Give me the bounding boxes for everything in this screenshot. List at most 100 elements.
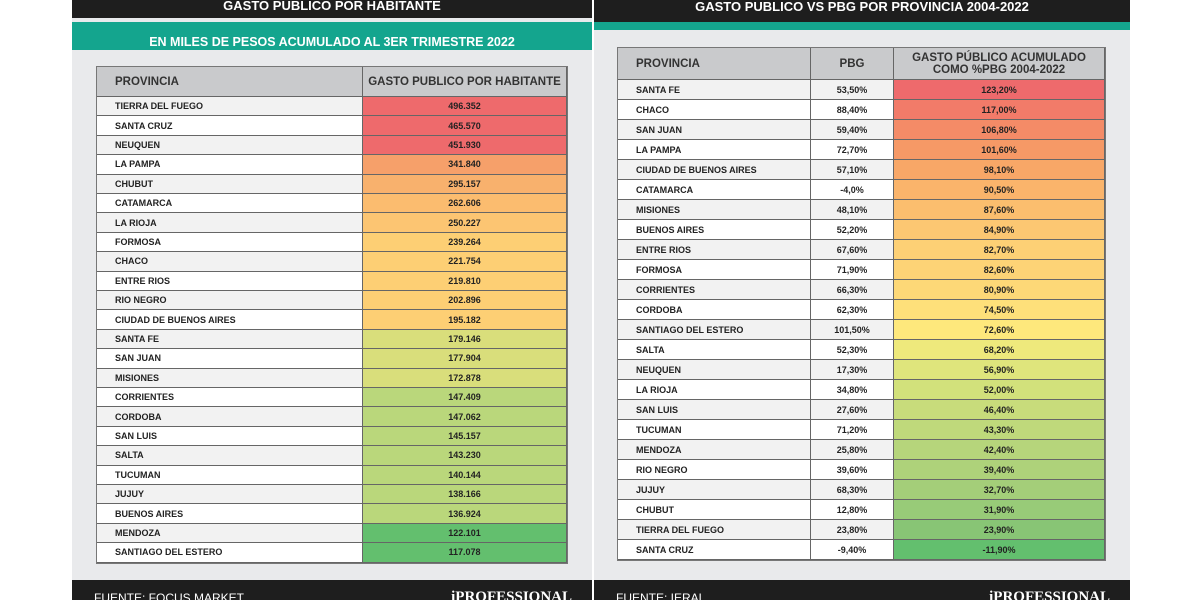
table: PROVINCIA GASTO PUBLICO POR HABITANTE TIER… [96, 66, 568, 564]
province-cell: SANTA CRUZ [618, 540, 811, 560]
value-cell: 74,50% [894, 300, 1105, 320]
province-cell: SANTA CRUZ [97, 116, 363, 136]
province-cell: TIERRA DEL FUEGO [618, 520, 811, 540]
province-cell: MISIONES [618, 200, 811, 220]
province-cell: CORDOBA [618, 300, 811, 320]
value-cell: 25,80% [811, 440, 894, 460]
province-cell: BUENOS AIRES [97, 504, 363, 524]
value-cell: 39,60% [811, 460, 894, 480]
province-cell: CORRIENTES [97, 388, 363, 408]
value-cell: 172.878 [363, 368, 567, 388]
province-cell: NEUQUEN [618, 360, 811, 380]
province-cell: CHACO [97, 252, 363, 272]
value-cell: -4,0% [811, 180, 894, 200]
value-cell: 195.182 [363, 310, 567, 330]
value-cell: 56,90% [894, 360, 1105, 380]
right-panel: GASTO PUBLICO VS PBG POR PROVINCIA 2004-… [594, 0, 1130, 605]
value-cell: 23,80% [811, 520, 894, 540]
value-cell: 72,70% [811, 140, 894, 160]
province-cell: SAN LUIS [97, 426, 363, 447]
value-cell: 147.409 [363, 388, 567, 408]
left-panel: GASTO PUBLICO POR HABITANTE EN MILES DE … [72, 0, 592, 605]
value-cell: 48,10% [811, 200, 894, 220]
province-cell: SANTA FE [618, 80, 811, 100]
province-cell: CATAMARCA [618, 180, 811, 200]
header-cell: PROVINCIA [618, 48, 811, 80]
value-cell: 147.062 [363, 407, 567, 427]
value-cell: 140.144 [363, 465, 567, 485]
brand: iPROFESSIONAL [989, 589, 1110, 605]
value-cell: 23,90% [894, 520, 1105, 540]
value-cell: 31,90% [894, 500, 1105, 520]
brand: iPROFESSIONAL [451, 589, 572, 605]
value-cell: 82,60% [894, 260, 1105, 280]
province-cell: LA RIOJA [97, 213, 363, 233]
value-cell: 145.157 [363, 426, 567, 447]
province-cell: MENDOZA [97, 523, 363, 544]
value-cell: 295.157 [363, 174, 567, 194]
value-cell: 496.352 [363, 97, 567, 117]
value-cell: 72,60% [894, 320, 1105, 340]
header-cell: PROVINCIA [97, 67, 363, 97]
value-cell: 106,80% [894, 120, 1105, 140]
province-cell: RIO NEGRO [618, 460, 811, 480]
value-cell: 42,40% [894, 440, 1105, 460]
value-cell: 68,20% [894, 340, 1105, 360]
province-cell: MISIONES [97, 368, 363, 388]
value-cell: 202.896 [363, 291, 567, 311]
subtitle: EN MILES DE PESOS ACUMULADO AL 3ER TRIME… [72, 22, 592, 50]
value-cell: 239.264 [363, 232, 567, 253]
province-cell: FORMOSA [618, 260, 811, 280]
province-cell: CORRIENTES [618, 280, 811, 300]
value-cell: 52,00% [894, 380, 1105, 400]
province-cell: JUJUY [97, 485, 363, 505]
province-cell: LA RIOJA [618, 380, 811, 400]
value-cell: 82,70% [894, 240, 1105, 260]
value-cell: 143.230 [363, 446, 567, 466]
value-cell: 53,50% [811, 80, 894, 100]
value-cell: 177.904 [363, 349, 567, 369]
province-cell: JUJUY [618, 480, 811, 500]
province-cell: TUCUMAN [618, 420, 811, 440]
value-cell: 179.146 [363, 329, 567, 350]
province-cell: BUENOS AIRES [618, 220, 811, 240]
title: GASTO PUBLICO VS PBG POR PROVINCIA 2004-… [594, 0, 1130, 22]
province-cell: CATAMARCA [97, 194, 363, 214]
province-cell: RIO NEGRO [97, 291, 363, 311]
value-cell: 62,30% [811, 300, 894, 320]
table: PROVINCIA PBG GASTO PÚBLICO ACUMULADO COMO… [617, 47, 1106, 561]
value-cell: 71,20% [811, 420, 894, 440]
province-cell: CHUBUT [97, 174, 363, 194]
source: FUENTE: IERAL [616, 591, 706, 605]
province-cell: NEUQUEN [97, 135, 363, 156]
province-cell: FORMOSA [97, 232, 363, 253]
value-cell: 262.606 [363, 194, 567, 214]
value-cell: -11,90% [894, 540, 1105, 560]
province-cell: TIERRA DEL FUEGO [97, 97, 363, 117]
province-cell: TUCUMAN [97, 465, 363, 485]
footer: FUENTE: FOCUS MARKET iPROFESSIONAL [72, 580, 592, 605]
value-cell: 451.930 [363, 135, 567, 156]
value-cell: 52,30% [811, 340, 894, 360]
value-cell: 84,90% [894, 220, 1105, 240]
province-cell: CHUBUT [618, 500, 811, 520]
province-cell: SALTA [618, 340, 811, 360]
value-cell: 32,70% [894, 480, 1105, 500]
value-cell: 71,90% [811, 260, 894, 280]
province-cell: LA PAMPA [97, 155, 363, 175]
value-cell: -9,40% [811, 540, 894, 560]
value-cell: 34,80% [811, 380, 894, 400]
value-cell: 136.924 [363, 504, 567, 524]
footer: FUENTE: IERAL iPROFESSIONAL [594, 580, 1130, 605]
value-cell: 17,30% [811, 360, 894, 380]
value-cell: 221.754 [363, 252, 567, 272]
province-cell: CIUDAD DE BUENOS AIRES [618, 160, 811, 180]
value-cell: 465.570 [363, 116, 567, 136]
province-cell: ENTRE RIOS [97, 271, 363, 291]
value-cell: 39,40% [894, 460, 1105, 480]
value-cell: 122.101 [363, 523, 567, 544]
province-cell: CIUDAD DE BUENOS AIRES [97, 310, 363, 330]
province-cell: CHACO [618, 100, 811, 120]
value-cell: 87,60% [894, 200, 1105, 220]
value-cell: 46,40% [894, 400, 1105, 420]
